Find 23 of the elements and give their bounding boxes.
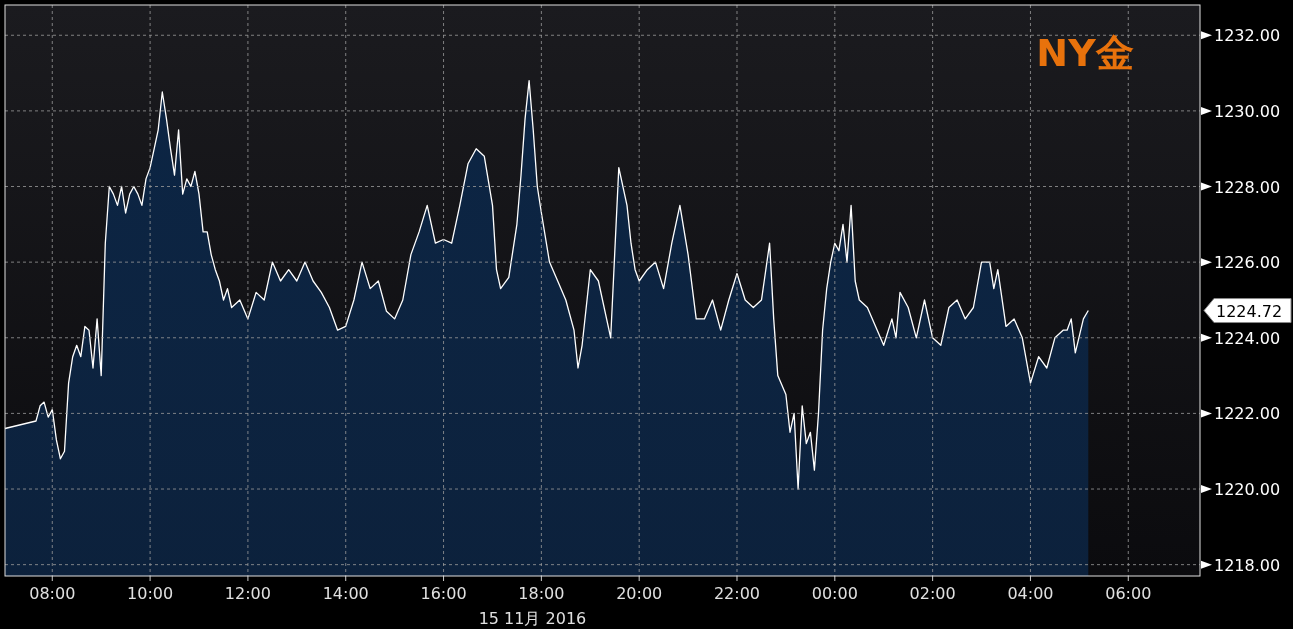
- x-tick-label: 02:00: [909, 584, 956, 603]
- y-tick-label: 1226.00: [1214, 253, 1281, 273]
- y-tick-label: 1224.00: [1214, 328, 1281, 348]
- y-tick-label: 1218.00: [1214, 555, 1281, 575]
- x-tick-label: 00:00: [811, 584, 858, 603]
- x-tick-label: 20:00: [616, 584, 663, 603]
- y-tick-label: 1228.00: [1214, 177, 1281, 197]
- y-tick-label: 1230.00: [1214, 101, 1281, 121]
- x-tick-label: 06:00: [1105, 584, 1152, 603]
- y-tick-label: 1220.00: [1214, 480, 1281, 500]
- text: NY金: [1036, 31, 1134, 75]
- x-tick-label: 18:00: [518, 584, 565, 603]
- x-tick-label: 22:00: [713, 584, 761, 603]
- y-tick-label: 1232.00: [1214, 26, 1281, 46]
- text: 1224.72: [1216, 301, 1283, 321]
- x-tick-label: 10:00: [127, 584, 174, 603]
- x-tick-label: 14:00: [322, 584, 369, 603]
- y-tick-label: 1222.00: [1214, 404, 1281, 424]
- x-tick-label: 08:00: [29, 584, 76, 603]
- x-axis-title: 15 11月 2016: [478, 609, 587, 628]
- x-tick-label: 04:00: [1007, 584, 1054, 603]
- x-tick-label: 16:00: [420, 584, 467, 603]
- x-tick-label: 12:00: [224, 584, 271, 603]
